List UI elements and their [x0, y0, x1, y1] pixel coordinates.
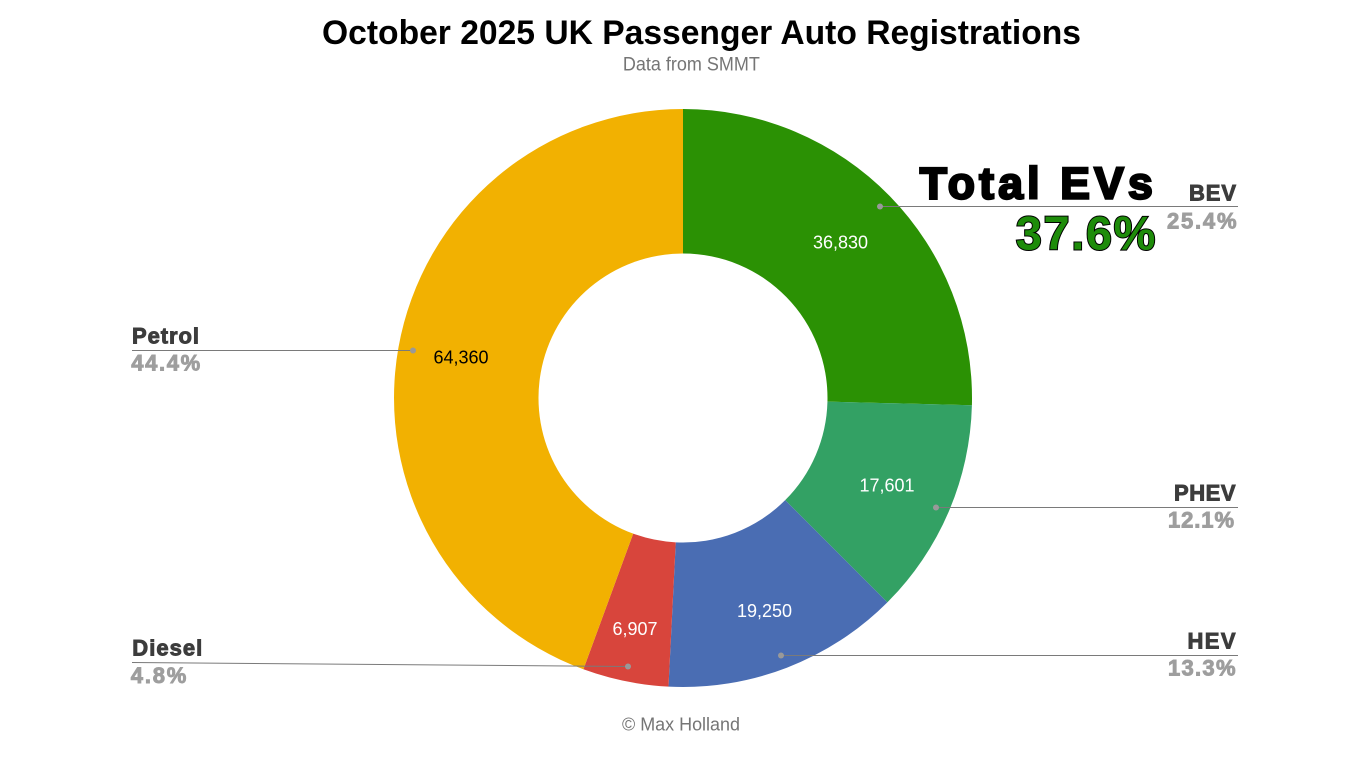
svg-text:6,907: 6,907: [612, 619, 657, 639]
svg-text:Total EVs: Total EVs: [920, 160, 1157, 209]
svg-text:17,601: 17,601: [859, 476, 914, 496]
svg-text:© Max Holland: © Max Holland: [622, 714, 740, 735]
svg-text:37.6%: 37.6%: [1016, 207, 1157, 260]
svg-text:19,250: 19,250: [737, 601, 792, 621]
svg-text:BEV: BEV: [1189, 181, 1236, 206]
svg-text:12.1%: 12.1%: [1168, 508, 1234, 533]
svg-text:PHEV: PHEV: [1174, 481, 1236, 506]
svg-text:Petrol: Petrol: [132, 324, 199, 349]
svg-text:64,360: 64,360: [433, 347, 488, 367]
svg-text:Data from SMMT: Data from SMMT: [623, 55, 760, 76]
svg-text:HEV: HEV: [1188, 629, 1236, 654]
svg-text:Diesel: Diesel: [132, 636, 202, 661]
svg-text:36,830: 36,830: [813, 233, 868, 253]
svg-text:13.3%: 13.3%: [1168, 656, 1236, 681]
svg-text:October 2025 UK Passenger Auto: October 2025 UK Passenger Auto Registrat…: [322, 14, 1081, 52]
svg-text:4.8%: 4.8%: [131, 663, 187, 688]
